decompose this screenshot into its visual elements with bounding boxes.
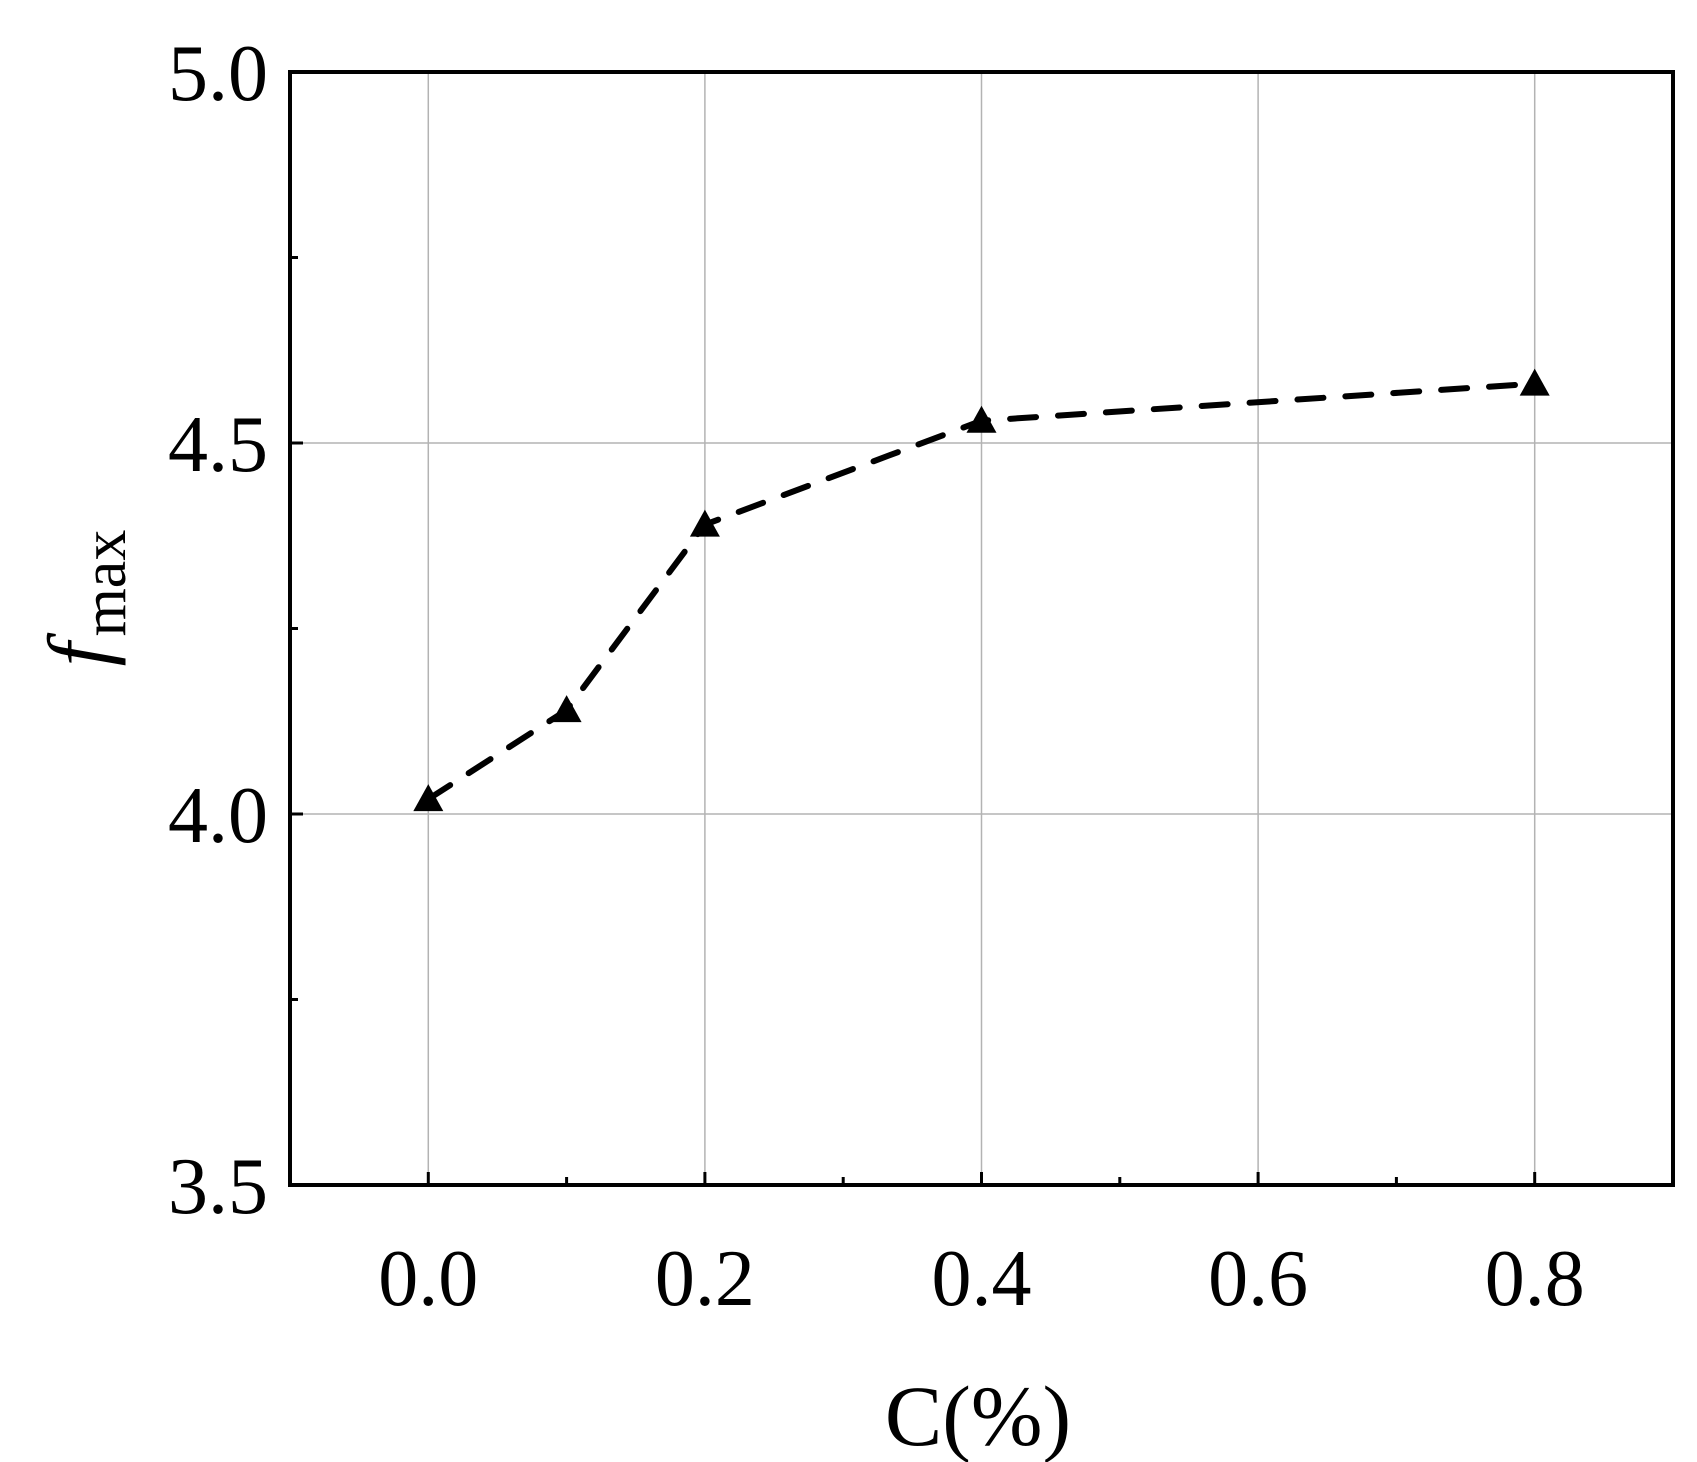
y-axis-label: fmax [30,530,139,667]
data-point-marker [966,405,997,433]
axis-ticks [290,70,1537,1187]
grid [290,71,1673,1186]
data-point-marker [689,509,720,537]
y-tick-label: 4.0 [168,772,268,860]
data-point-marker [551,695,582,723]
y-tick-label: 4.5 [168,401,268,489]
svg-text:fmax: fmax [30,530,139,667]
x-tick-label: 0.4 [932,1235,1032,1323]
data-point-marker [1519,368,1550,396]
y-axis-label-main: f [30,632,126,666]
x-axis-label: C(%) [885,1368,1071,1462]
data-point-marker [413,784,444,812]
x-tick-label: 0.6 [1208,1235,1308,1323]
x-tick-label: 0.2 [655,1235,755,1323]
series-layer [413,368,1550,812]
x-tick-label: 0.0 [378,1235,478,1323]
plot-frame [288,70,1675,1187]
tick-labels: 0.0 0.2 0.4 0.6 0.8 3.5 4.0 4.5 5.0 [168,30,1585,1323]
y-axis-label-sub: max [71,530,139,637]
y-tick-label: 3.5 [168,1143,268,1231]
y-tick-label: 5.0 [168,30,268,118]
x-tick-label: 0.8 [1485,1235,1585,1323]
